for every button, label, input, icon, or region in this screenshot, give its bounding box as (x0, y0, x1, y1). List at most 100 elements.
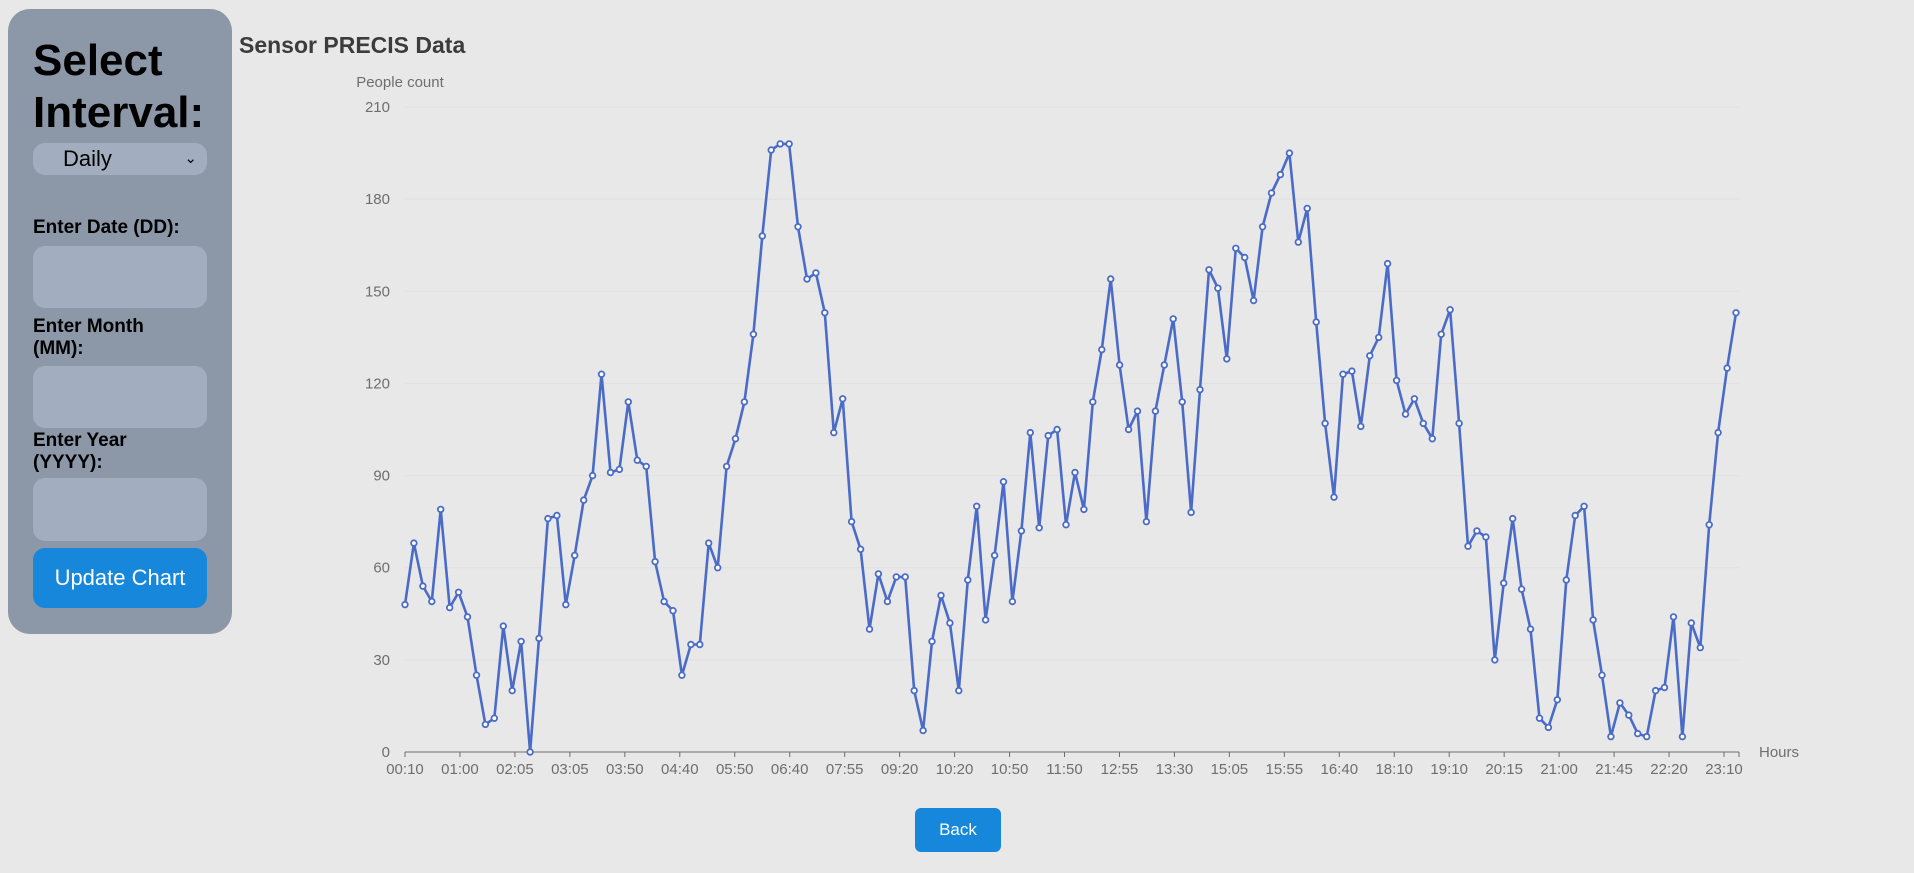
data-point (1410, 395, 1419, 403)
data-point (1294, 238, 1302, 246)
data-point (553, 511, 561, 520)
data-point (1491, 656, 1499, 664)
interval-panel: Select Interval: Daily ⌄ Enter Date (DD)… (8, 9, 232, 634)
data-point (821, 309, 829, 317)
data-point (517, 637, 525, 646)
year-input[interactable] (33, 478, 207, 541)
data-point (1062, 521, 1070, 529)
data-point (1303, 204, 1311, 213)
data-point (1285, 149, 1294, 157)
data-point (839, 395, 847, 403)
data-point (919, 726, 927, 735)
y-tick-label: 210 (365, 99, 390, 116)
back-button[interactable]: Back (915, 808, 1001, 852)
data-point (1115, 361, 1124, 369)
data-point (1035, 524, 1043, 532)
data-point (847, 517, 856, 526)
data-point (1339, 370, 1347, 378)
x-tick-label: 04:40 (661, 761, 699, 778)
data-point (1098, 345, 1106, 354)
data-point (1678, 732, 1687, 741)
data-point (544, 514, 552, 523)
data-point (910, 686, 918, 695)
x-tick-label: 07:55 (826, 761, 864, 778)
data-point (1553, 696, 1561, 704)
data-point (1205, 266, 1213, 274)
data-point (1589, 616, 1597, 624)
data-point (1053, 425, 1061, 434)
data-point (1419, 419, 1427, 428)
data-point (1151, 407, 1160, 415)
update-chart-button[interactable]: Update Chart (33, 548, 207, 608)
data-point (1616, 699, 1624, 707)
data-point (580, 496, 588, 504)
x-tick-label: 19:10 (1430, 761, 1468, 778)
data-point (1124, 425, 1133, 434)
data-point (758, 232, 766, 240)
data-point (892, 573, 900, 581)
x-tick-label: 10:50 (991, 761, 1029, 778)
data-point (749, 330, 758, 338)
data-point (731, 435, 740, 443)
data-point (973, 502, 981, 510)
data-point (1696, 643, 1704, 652)
data-point (981, 616, 990, 624)
data-point (428, 597, 436, 606)
data-point (767, 146, 775, 154)
data-point (803, 275, 811, 283)
x-tick-label: 10:20 (936, 761, 974, 778)
data-point (1482, 533, 1490, 541)
interval-select[interactable]: Daily ⌄ (33, 143, 207, 175)
data-point (928, 637, 936, 646)
data-point (722, 462, 731, 471)
data-point (597, 370, 606, 378)
data-point (660, 597, 668, 606)
data-point (883, 597, 892, 606)
data-point (874, 570, 883, 578)
data-point (1330, 493, 1338, 501)
month-input[interactable] (33, 366, 207, 428)
data-point (1428, 435, 1436, 443)
data-point (1499, 579, 1508, 587)
data-point (1366, 352, 1374, 360)
data-point (606, 468, 615, 477)
data-point (1106, 275, 1115, 283)
data-point (1169, 315, 1177, 323)
data-point (946, 619, 954, 627)
data-point (955, 686, 963, 695)
data-point (1026, 428, 1034, 437)
data-point (1383, 259, 1392, 268)
data-point (1401, 410, 1410, 418)
data-point (1580, 502, 1588, 510)
data-point (830, 428, 838, 437)
x-tick-label: 20:15 (1485, 761, 1523, 778)
data-point (687, 640, 695, 649)
x-tick-label: 13:30 (1156, 761, 1194, 778)
month-label-line2: (MM): (33, 338, 84, 359)
data-point (1232, 244, 1240, 252)
x-tick-label: 11:50 (1046, 761, 1082, 778)
data-point (1651, 686, 1660, 695)
data-point (865, 625, 874, 633)
data-point (1633, 729, 1642, 738)
x-tick-label: 09:20 (881, 761, 919, 778)
data-point (1312, 318, 1320, 326)
data-point (1196, 385, 1204, 394)
data-point (696, 640, 704, 649)
data-point (571, 551, 579, 560)
month-label-line1: Enter Month (33, 316, 144, 337)
panel-title-line1: Select (33, 36, 163, 85)
data-point (1723, 364, 1731, 372)
data-point (1508, 514, 1517, 523)
x-tick-label: 02:05 (496, 761, 534, 778)
date-input[interactable] (33, 246, 207, 308)
data-point (812, 269, 820, 277)
data-point (1044, 431, 1052, 440)
data-point (776, 140, 784, 148)
data-point (856, 545, 865, 553)
data-point (1464, 542, 1472, 550)
data-point (1669, 613, 1678, 621)
x-tick-label: 22:20 (1650, 761, 1688, 778)
data-point (490, 714, 498, 722)
